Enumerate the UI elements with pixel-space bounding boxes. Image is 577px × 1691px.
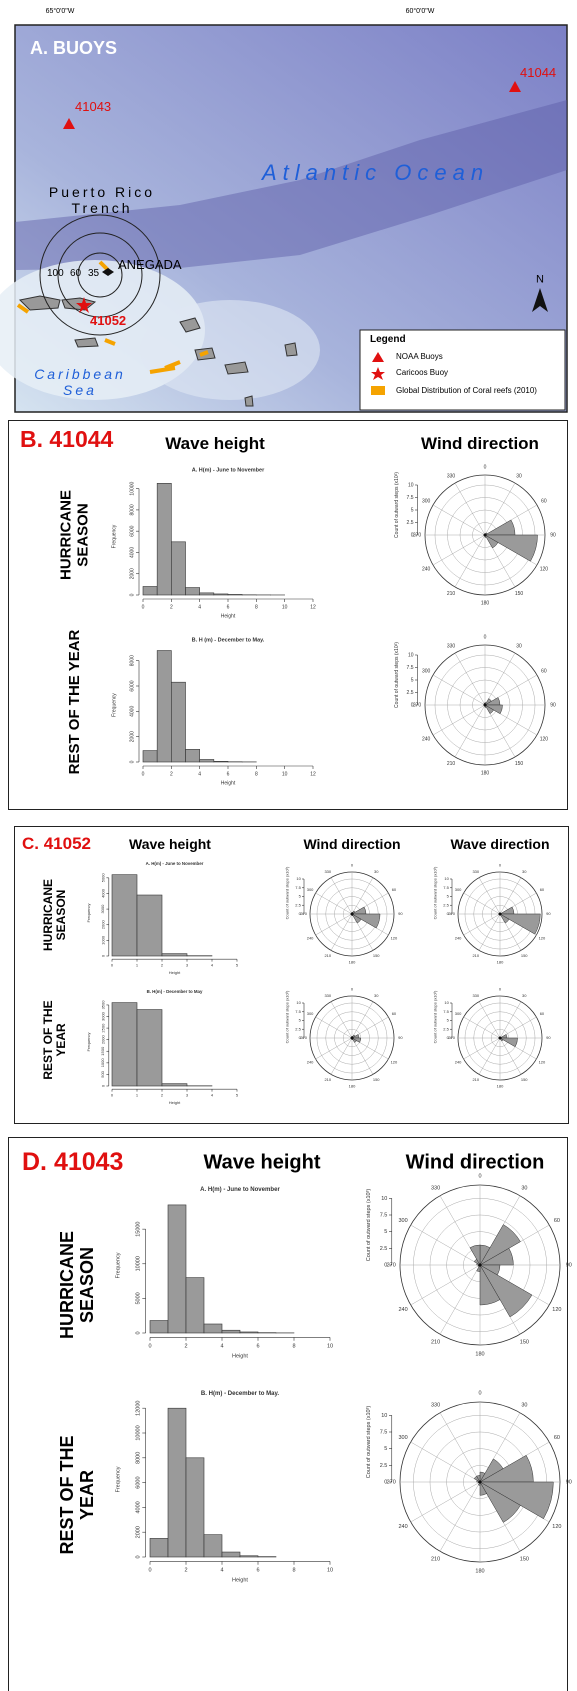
longitude-label: 65°0'0"W — [46, 8, 75, 16]
row-label: HURRICANE SEASON — [58, 1200, 98, 1370]
column-header: Wind direction — [406, 1152, 545, 1175]
column-header: Wave height — [129, 836, 211, 852]
longitude-label: 60°0'0"W — [406, 8, 435, 16]
row-label: HURRICANE SEASON — [42, 860, 68, 970]
row-label: HURRICANE SEASON — [59, 460, 92, 610]
legend-symbol — [371, 386, 385, 395]
column-header: Wave direction — [450, 836, 549, 852]
panel-title: D. 41043 — [22, 1148, 123, 1177]
map — [0, 25, 567, 412]
row-label: REST OF THE YEAR — [58, 1410, 98, 1580]
legend-item: Global Distribution of Coral reefs (2010… — [396, 386, 537, 395]
legend-item: Caricoos Buoy — [396, 368, 448, 377]
sea-label: Caribbean Sea — [20, 366, 140, 398]
column-header: Wave height — [165, 434, 265, 454]
buoy-label: 41044 — [520, 66, 556, 81]
panel-title: B. 41044 — [20, 426, 113, 452]
buoy-label: 41052 — [90, 314, 126, 329]
ring-label: 35 — [88, 268, 99, 280]
legend-title: Legend — [370, 334, 406, 346]
panel-title: A. BUOYS — [30, 38, 117, 59]
figure: A. H(m) - June to November024681012Heigh… — [0, 0, 577, 1691]
column-header: Wind direction — [303, 836, 400, 852]
north-label: N — [536, 274, 544, 287]
panel-title: C. 41052 — [22, 834, 91, 854]
ring-label: 60 — [70, 268, 81, 280]
buoy-label: 41043 — [75, 100, 111, 115]
panel-box — [8, 420, 568, 810]
column-header: Wave height — [203, 1152, 320, 1175]
island-label: ANEGADA — [118, 258, 182, 273]
row-label: REST OF THE YEAR — [42, 985, 68, 1095]
legend-item: NOAA Buoys — [396, 352, 443, 361]
island — [75, 338, 98, 347]
row-label: REST OF THE YEAR — [67, 627, 84, 777]
island — [245, 396, 253, 406]
ring-label: 100 — [47, 268, 64, 280]
island — [285, 343, 297, 356]
trench-label: Puerto Rico Trench — [17, 184, 187, 216]
ocean-label: Atlantic Ocean — [262, 160, 489, 185]
panel-box — [14, 826, 569, 1124]
column-header: Wind direction — [421, 434, 539, 454]
